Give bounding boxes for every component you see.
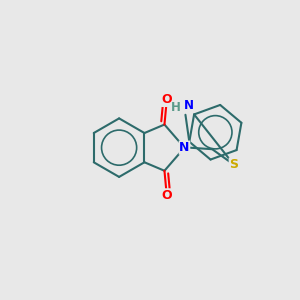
Text: O: O [161, 189, 172, 202]
Text: N: N [184, 99, 194, 112]
Text: O: O [161, 93, 172, 106]
Text: H: H [171, 100, 181, 114]
Text: S: S [229, 158, 238, 171]
Text: N: N [179, 141, 190, 154]
